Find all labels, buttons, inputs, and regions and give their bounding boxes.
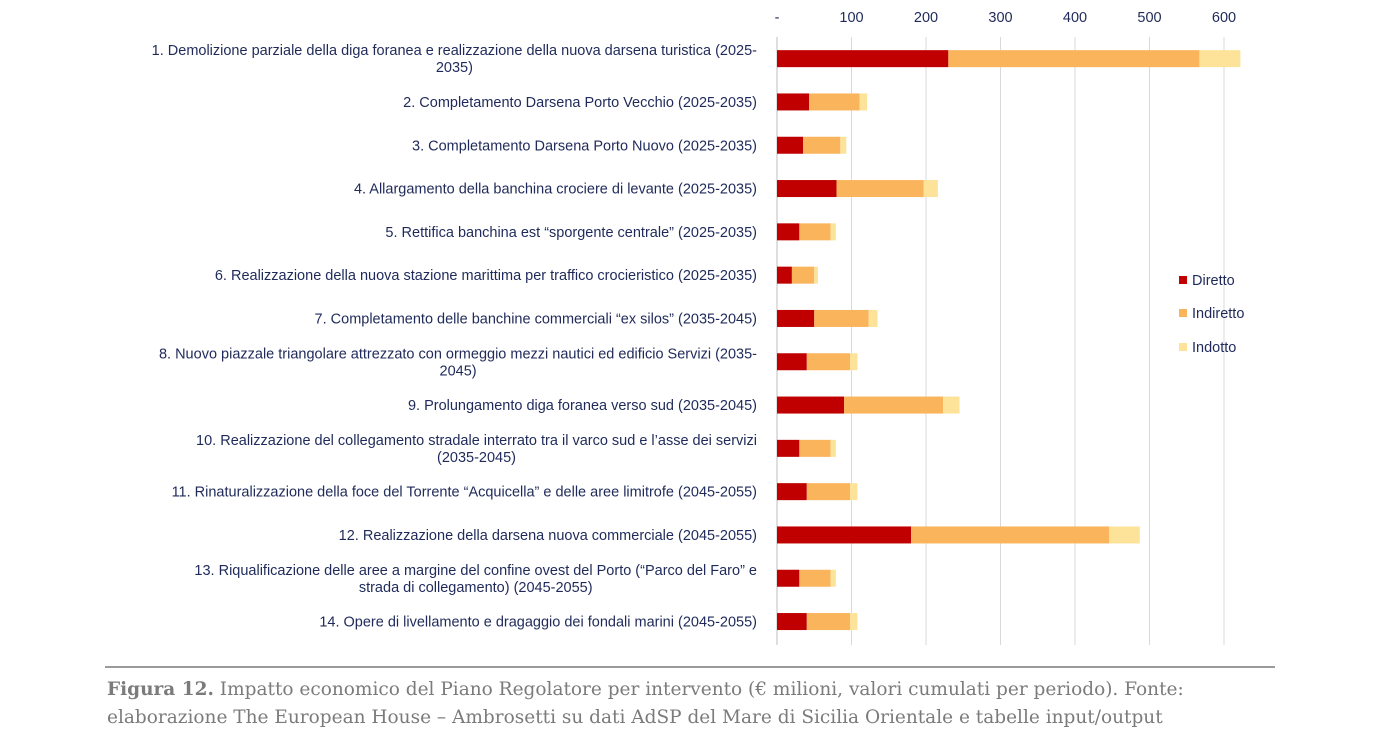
bar-segment-indiretto <box>791 266 815 284</box>
figure-caption: Figura 12. Impatto economico del Piano R… <box>107 676 1287 732</box>
bar-segment-indotto <box>830 223 836 241</box>
bar-segment-indotto <box>840 136 847 154</box>
caption-label: Figura 12. <box>107 679 214 700</box>
bar-segment-indiretto <box>814 309 869 327</box>
bar-segment-indiretto <box>911 526 1110 544</box>
bar-segment-indotto <box>943 396 960 414</box>
legend-label-diretto: Diretto <box>1192 273 1235 289</box>
x-tick-label: 500 <box>1137 10 1161 26</box>
bar-segment-indiretto <box>809 93 860 111</box>
category-label: 6. Realizzazione della nuova stazione ma… <box>215 268 757 284</box>
bar-segment-indotto <box>868 309 878 327</box>
x-tick-label: 200 <box>914 10 938 26</box>
x-tick-label: 100 <box>839 10 863 26</box>
category-label: 7. Completamento delle banchine commerci… <box>315 311 757 327</box>
bar-segment-diretto <box>777 50 949 68</box>
bar-segment-diretto <box>777 396 845 414</box>
bar-segment-indotto <box>814 266 818 284</box>
x-tick-label: 300 <box>988 10 1012 26</box>
category-label: 3. Completamento Darsena Porto Nuovo (20… <box>412 138 757 154</box>
category-label: 4. Allargamento della banchina crociere … <box>354 182 757 198</box>
bar-segment-indotto <box>923 180 938 198</box>
category-label: 8. Nuovo piazzale triangolare attrezzato… <box>159 346 757 362</box>
bar-segment-indotto <box>1199 50 1241 68</box>
bar-segment-diretto <box>777 569 800 587</box>
legend-swatch-indiretto <box>1179 309 1187 317</box>
bar-segment-diretto <box>777 483 807 501</box>
stacked-bar-chart: - 100 200 300 400 500 600 1. Demolizione parzia… <box>152 10 1244 645</box>
category-label: 13. Riqualificazione delle aree a margin… <box>194 563 757 579</box>
category-label: 2045) <box>440 363 477 379</box>
category-label: (2035-2045) <box>437 450 516 466</box>
bar-segment-indiretto <box>844 396 944 414</box>
category-label: 14. Opere di livellamento e dragaggio de… <box>319 615 757 631</box>
bar-segment-indotto <box>850 483 858 501</box>
bar-segment-indiretto <box>836 180 924 198</box>
category-label: strada di collegamento) (2045-2055) <box>359 580 593 596</box>
bar-segment-diretto <box>777 266 792 284</box>
bar-segment-indotto <box>830 439 836 457</box>
legend-swatch-diretto <box>1179 276 1187 284</box>
bar-segment-indotto <box>1109 526 1140 544</box>
bar-segment-indiretto <box>803 136 841 154</box>
bar-segment-diretto <box>777 180 837 198</box>
caption-text: Impatto economico del Piano Regolatore p… <box>107 679 1184 728</box>
bar-segment-indiretto <box>948 50 1200 68</box>
bar-segment-diretto <box>777 136 804 154</box>
bar-segment-diretto <box>777 93 810 111</box>
category-label: 2035) <box>436 60 473 76</box>
x-tick-label: 600 <box>1212 10 1236 26</box>
x-tick-label: - <box>775 10 780 26</box>
bar-segment-diretto <box>777 309 815 327</box>
caption-divider <box>105 666 1275 668</box>
category-label: 5. Rettifica banchina est “sporgente cen… <box>385 225 757 241</box>
bar-segment-diretto <box>777 439 800 457</box>
x-tick-label: 400 <box>1063 10 1087 26</box>
bar-segment-indotto <box>859 93 868 111</box>
bar-segment-indiretto <box>799 569 831 587</box>
bar-segment-indiretto <box>799 223 831 241</box>
bar-segment-indotto <box>850 613 858 631</box>
legend-label-indiretto: Indiretto <box>1192 306 1244 322</box>
bar-segment-indotto <box>830 569 836 587</box>
bar-segment-diretto <box>777 223 800 241</box>
bar-segment-indiretto <box>806 353 851 371</box>
legend-label-indotto: Indotto <box>1192 340 1236 356</box>
bar-segment-diretto <box>777 526 912 544</box>
category-label: 1. Demolizione parziale della diga foran… <box>152 43 758 59</box>
bar-segment-indiretto <box>799 439 831 457</box>
bar-segment-indotto <box>850 353 858 371</box>
category-label: 11. Rinaturalizzazione della foce del To… <box>172 485 757 501</box>
bar-segment-indiretto <box>806 483 851 501</box>
bar-segment-diretto <box>777 353 807 371</box>
legend-swatch-indotto <box>1179 343 1187 351</box>
category-label: 10. Realizzazione del collegamento strad… <box>196 433 757 449</box>
category-label: 2. Completamento Darsena Porto Vecchio (… <box>403 95 757 111</box>
bar-segment-diretto <box>777 613 807 631</box>
bar-segment-indiretto <box>806 613 851 631</box>
category-label: 9. Prolungamento diga foranea verso sud … <box>408 398 757 414</box>
category-label: 12. Realizzazione della darsena nuova co… <box>339 528 757 544</box>
